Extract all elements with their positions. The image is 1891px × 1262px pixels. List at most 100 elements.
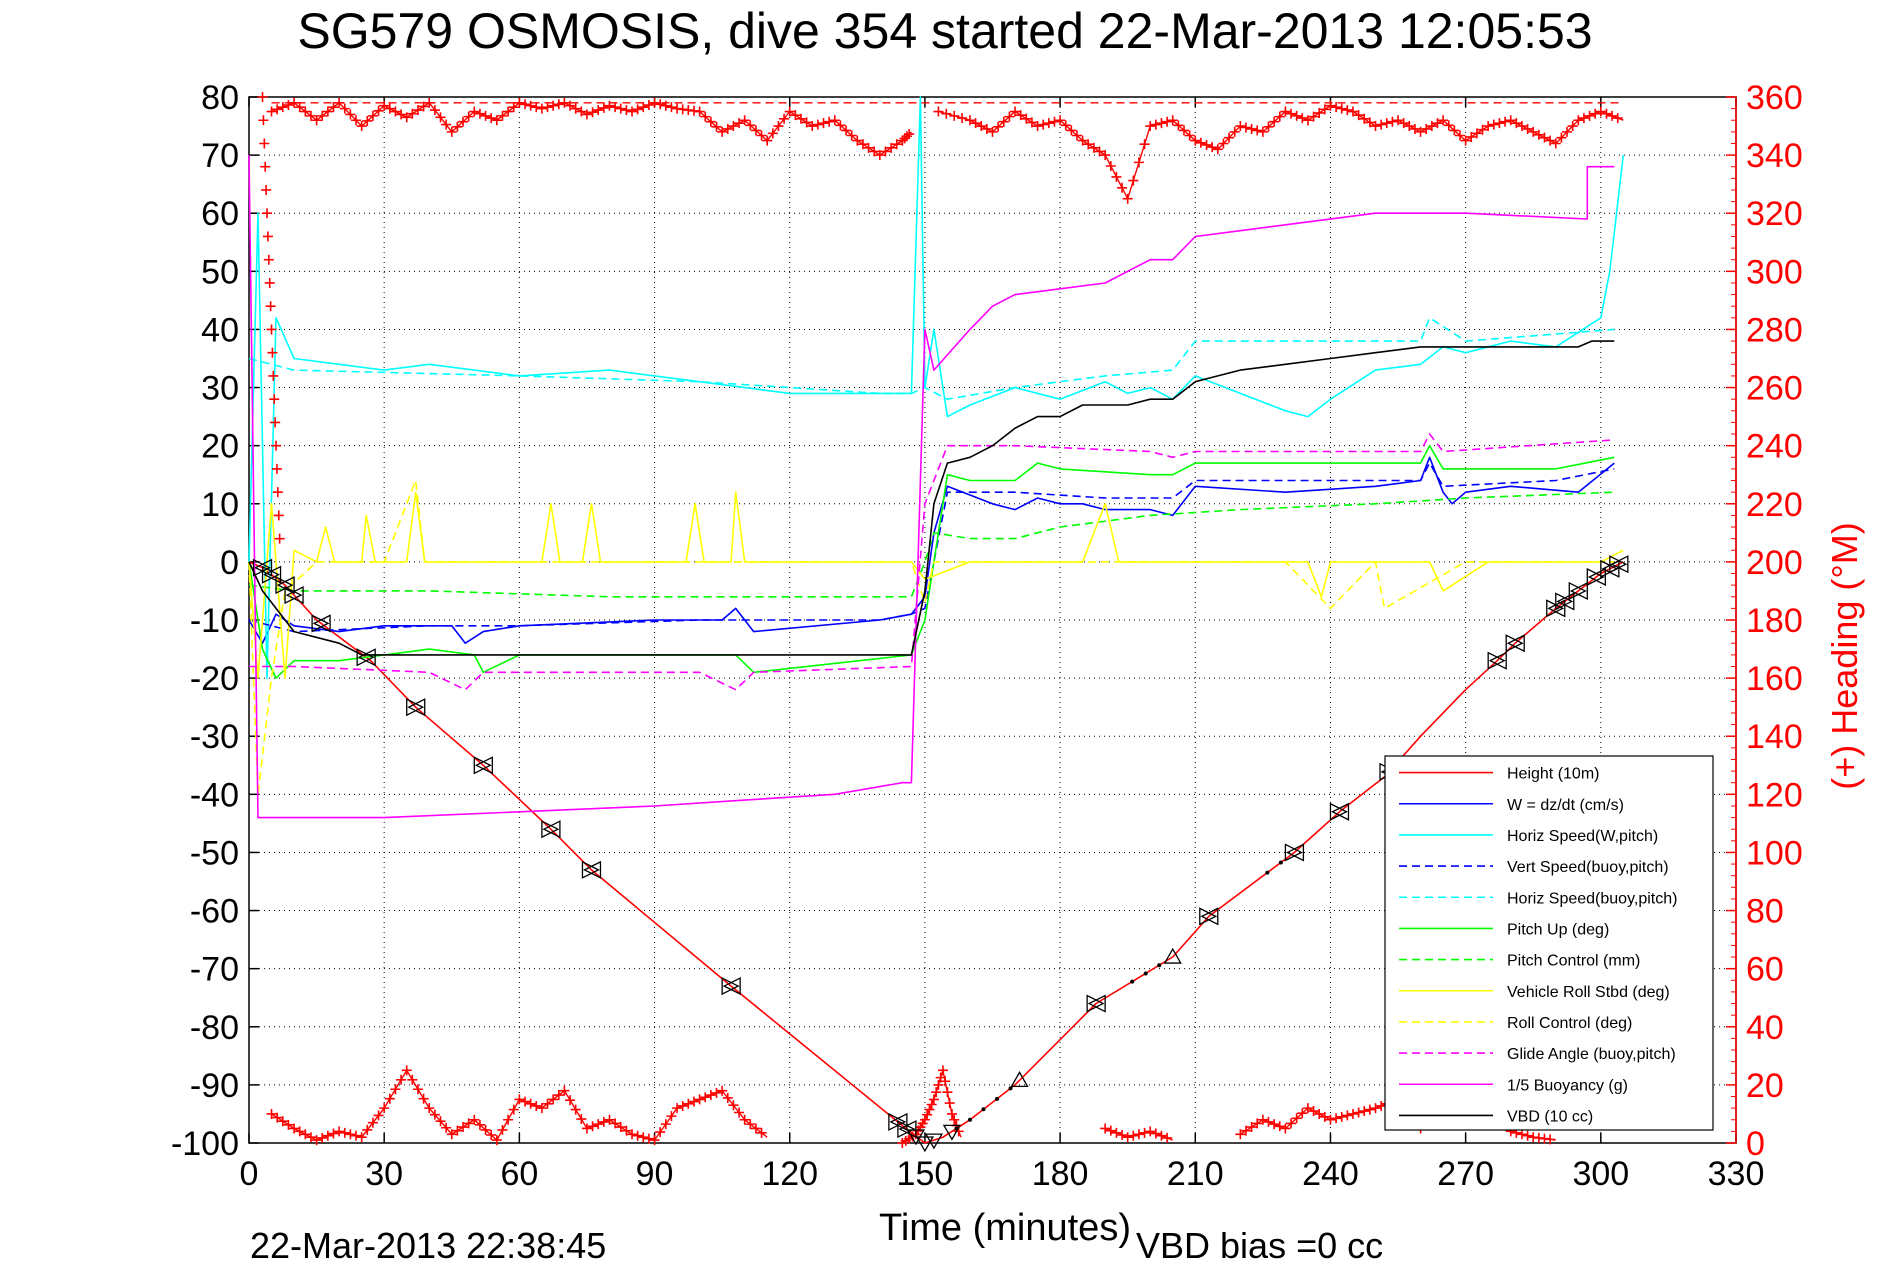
heading-point [581,109,592,120]
heading-point [677,1100,688,1111]
heading-point [491,115,502,126]
heading-point [812,119,823,130]
heading-point [944,1098,955,1109]
heading-point [750,1123,761,1134]
heading-point [267,347,278,358]
heading-point [1100,150,1111,161]
heading-point [1162,1132,1173,1143]
heading-point [1122,1132,1133,1143]
heading-point [1494,118,1505,129]
heading-point [762,135,773,146]
heading-point [1319,1111,1330,1122]
dot-marker [1278,860,1283,865]
heading-point [1381,118,1392,129]
heading-point [1128,1130,1139,1141]
left-triangle-marker [1331,802,1350,821]
heading-point [649,1135,660,1146]
heading-point [593,1119,604,1130]
heading-point [407,108,418,119]
y-tick-label: 10 [201,486,239,524]
heading-point [503,106,514,117]
heading-point [937,1065,948,1076]
heading-point [1004,111,1015,122]
heading-point [1184,130,1195,141]
heading-point [922,1109,933,1120]
heading-point [1246,123,1257,134]
heading-point [1314,107,1325,118]
heading-point [1297,113,1308,124]
heading-point [570,1104,581,1115]
legend-label-hspeed: Horiz Speed(W,pitch) [1507,828,1658,845]
heading-point [356,1132,367,1143]
heading-point [536,103,547,114]
heading-point [722,1092,733,1103]
heading-point [1308,111,1319,122]
heading-point [565,100,576,111]
right-triangle-marker [1568,581,1587,600]
heading-point [728,1100,739,1111]
heading-point [266,106,277,117]
heading-point [1342,1110,1353,1121]
x-tick-label: 210 [1167,1155,1224,1193]
heading-point [1308,1106,1319,1117]
heading-point [610,102,621,113]
heading-point [683,1098,694,1109]
heading-point [666,1111,677,1122]
heading-point [519,99,530,110]
heading-point [957,113,968,124]
heading-point [270,417,281,428]
heading-point [294,1126,305,1137]
heading-point [265,301,276,312]
y2-tick-label: 240 [1746,428,1803,466]
heading-point [666,102,677,113]
heading-point [1291,110,1302,121]
legend-label-w: W = dz/dt (cm/s) [1507,797,1624,814]
heading-point [598,102,609,113]
heading-point [508,102,519,113]
left-triangle-marker [1488,651,1507,670]
heading-point [379,1103,390,1114]
heading-point [1421,123,1432,134]
heading-point [632,104,643,115]
heading-point [1286,1118,1297,1129]
heading-point [756,1127,767,1138]
y-tick-label: -10 [190,602,239,640]
left-triangle-marker [1601,559,1620,578]
heading-point [1336,103,1347,114]
right-triangle-marker [252,558,271,577]
heading-point [317,110,328,121]
legend-label-roll: Vehicle Roll Stbd (deg) [1507,984,1670,1001]
x-tick-label: 0 [240,1155,259,1193]
heading-point [311,115,322,126]
heading-point [987,126,998,137]
heading-point [1071,130,1082,141]
heading-point [491,1135,502,1146]
heading-point [1522,1130,1533,1141]
heading-point [643,1133,654,1144]
heading-point [1364,1104,1375,1115]
heading-point [700,111,711,122]
heading-point [379,100,390,111]
heading-point [401,112,412,123]
heading-point [1488,119,1499,130]
left-triangle-marker [1285,843,1305,862]
heading-point [418,1093,429,1104]
heading-point [480,1124,491,1135]
right-triangle-marker [1546,599,1565,618]
heading-point [1280,106,1291,117]
heading-point [863,142,874,153]
y-tick-label: 50 [201,253,239,291]
heading-point [514,1094,525,1105]
heading-point [1145,1126,1156,1137]
heading-point [435,112,446,123]
heading-point [390,1084,401,1095]
heading-point [289,1123,300,1134]
dot-marker [995,1096,1000,1101]
heading-point [458,116,469,127]
heading-point [311,1135,322,1146]
heading-point [1578,113,1589,124]
heading-point [334,1126,345,1137]
left-triangle-marker [583,860,602,879]
heading-point [351,1130,362,1141]
heading-point [745,120,756,131]
